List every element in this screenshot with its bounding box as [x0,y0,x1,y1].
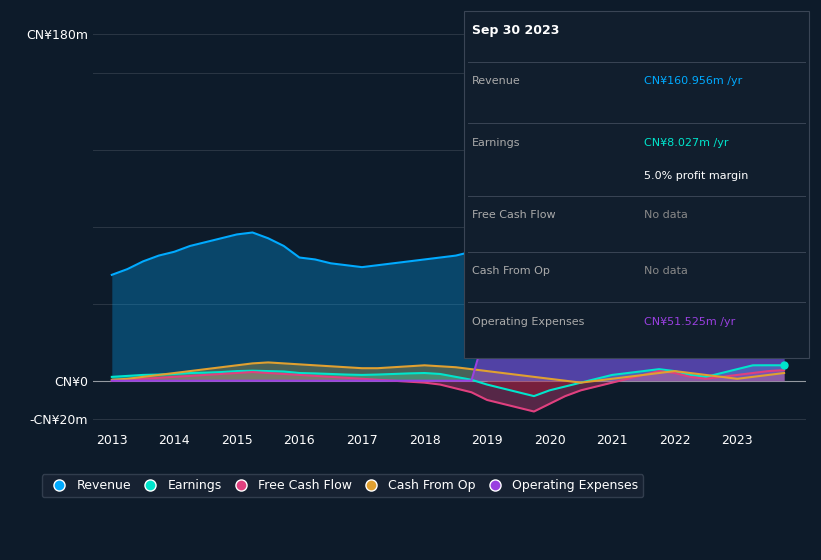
Text: Earnings: Earnings [472,138,521,148]
Text: Operating Expenses: Operating Expenses [472,317,585,327]
Text: No data: No data [644,267,688,277]
Legend: Revenue, Earnings, Free Cash Flow, Cash From Op, Operating Expenses: Revenue, Earnings, Free Cash Flow, Cash … [42,474,644,497]
Text: 5.0% profit margin: 5.0% profit margin [644,171,749,181]
Text: Cash From Op: Cash From Op [472,267,550,277]
Text: CN¥51.525m /yr: CN¥51.525m /yr [644,317,736,327]
Text: Revenue: Revenue [472,76,521,86]
Text: Free Cash Flow: Free Cash Flow [472,211,556,221]
Text: Sep 30 2023: Sep 30 2023 [472,24,559,36]
Text: CN¥8.027m /yr: CN¥8.027m /yr [644,138,729,148]
Text: No data: No data [644,211,688,221]
Text: CN¥160.956m /yr: CN¥160.956m /yr [644,76,743,86]
